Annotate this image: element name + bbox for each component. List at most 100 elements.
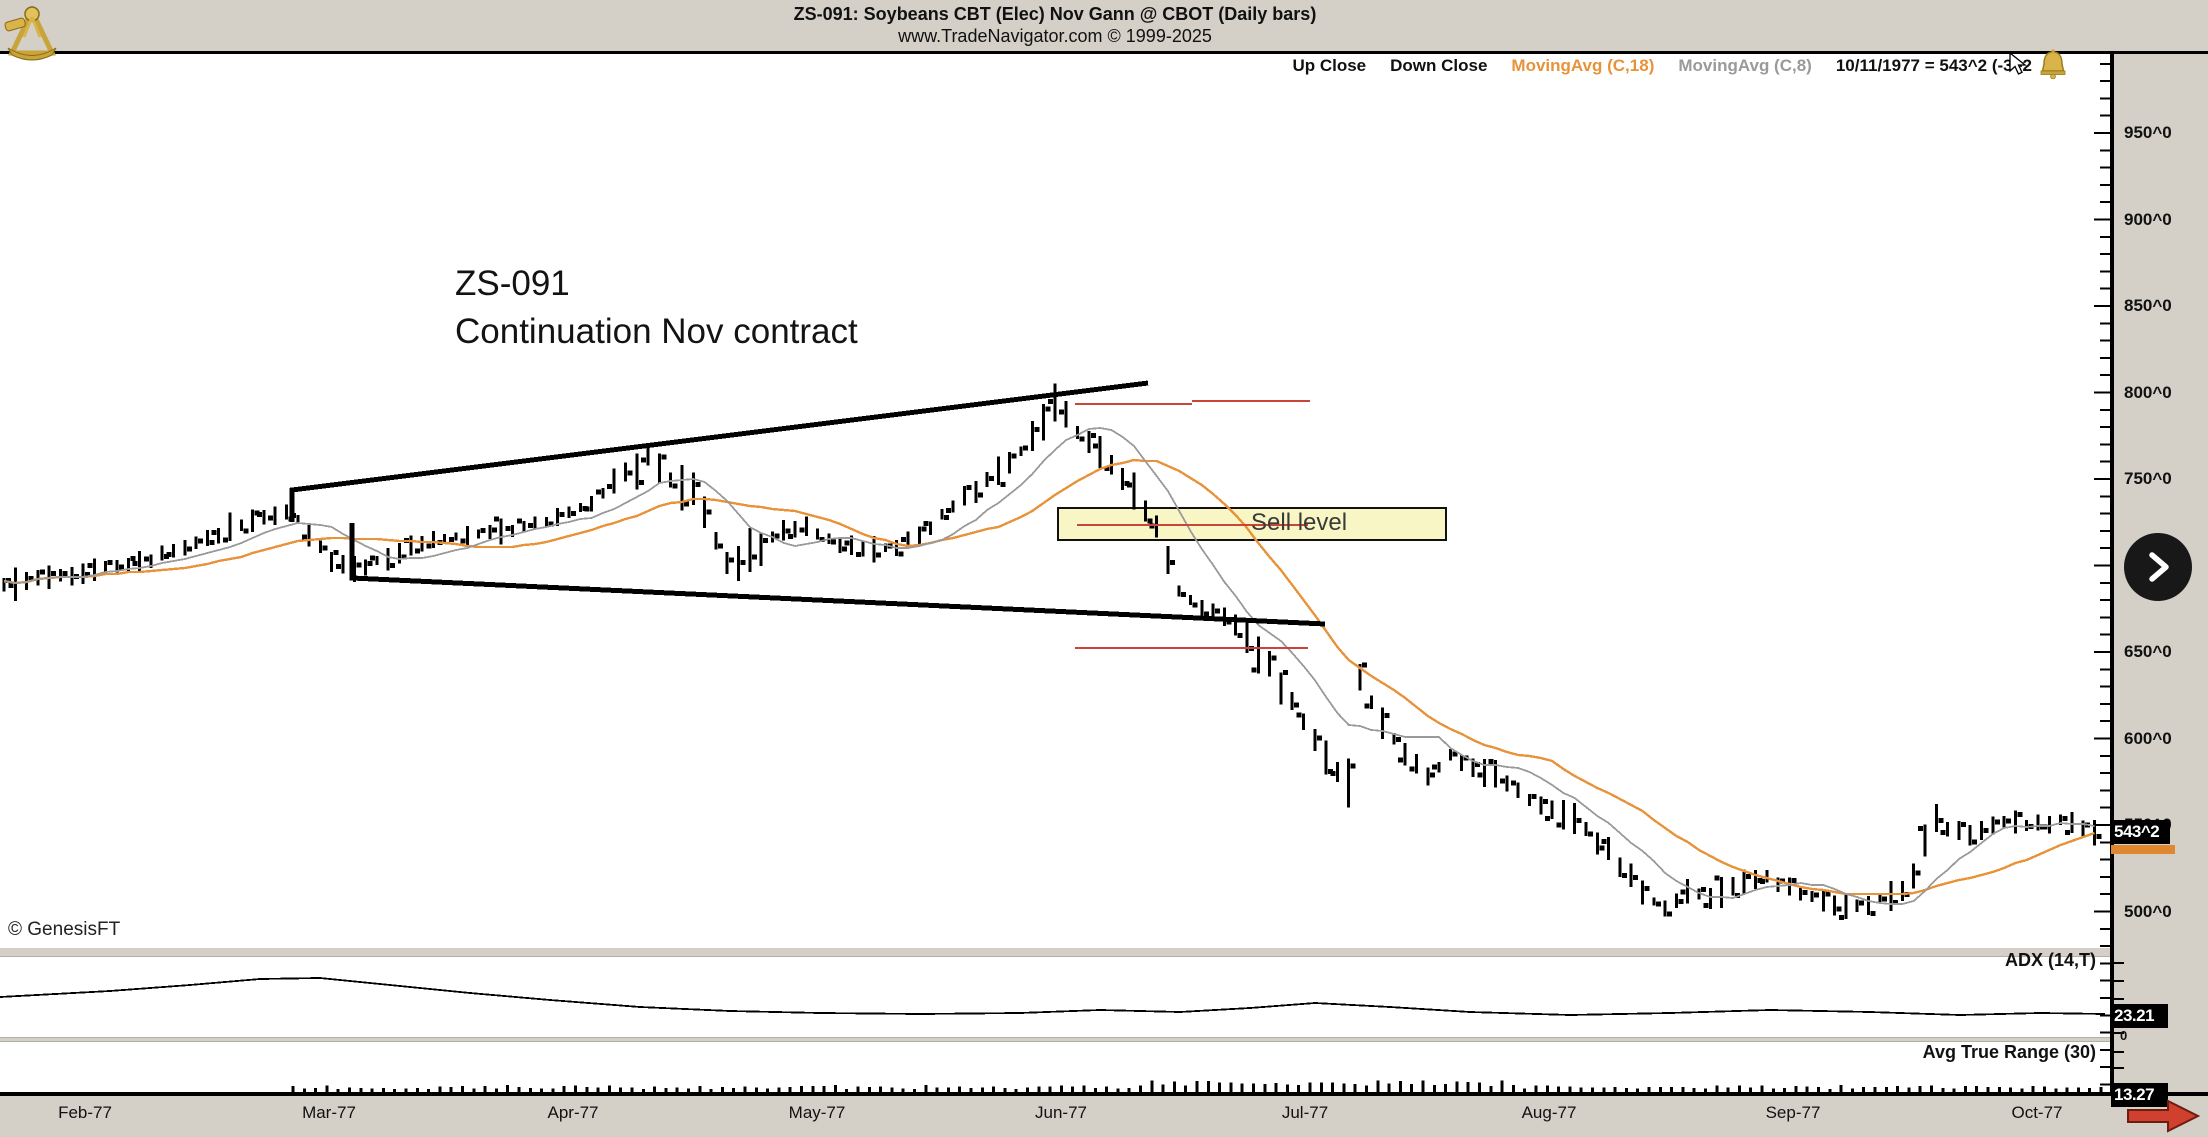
trendline[interactable] [289,380,1149,522]
date-axis-label: Aug-77 [1521,1103,1577,1122]
symbol-note-line1: ZS-091 [455,264,570,303]
atr-mark [1387,1083,1391,1092]
atr-mark [766,1088,770,1092]
price-bar-close-tick [1893,899,1899,905]
atr-mark [1093,1087,1097,1092]
price-bar-close-tick [119,564,124,570]
atr-mark [528,1087,532,1092]
price-bar-close-tick [1362,662,1367,668]
price-bar-close-tick [1127,482,1132,488]
price-bar-close-tick [1104,466,1110,472]
atr-mark [1862,1087,1866,1092]
trendline[interactable] [349,523,1326,627]
price-bar-close-tick [1384,713,1390,719]
price-bar-close-tick [695,482,701,488]
price-bar-close-tick [1282,670,1288,676]
price-axis-label: 750^0 [2124,469,2172,488]
atr-mark [1274,1083,1278,1092]
date-axis-label: Jun-77 [1035,1103,1087,1122]
price-bar-close-tick [85,572,91,578]
price-bar-close-tick [1599,845,1605,851]
chart-title: ZS-091: Soybeans CBT (Elec) Nov Gann @ C… [793,4,1317,24]
atr-mark [1579,1087,1583,1092]
price-bar-close-tick [1576,817,1582,823]
price-bar-close-tick [1838,914,1844,920]
atr-mark [1003,1087,1007,1092]
atr-mark [1511,1085,1515,1092]
price-bar-close-tick [1203,611,1209,617]
price-bar-close-tick [1215,608,1221,614]
atr-mark [1444,1084,1448,1092]
atr-mark [596,1087,600,1092]
atr-mark [1975,1085,1979,1092]
price-bar-close-tick [584,506,590,512]
price-bar-close-tick [740,560,746,566]
atr-mark [359,1087,363,1092]
price-bar-close-tick [132,560,138,566]
scroll-right-button[interactable] [2124,533,2192,601]
copyright-watermark: © GenesisFT [8,919,121,940]
price-bar-close-tick [494,516,500,522]
atr-mark [494,1088,498,1092]
symbol-note-annotation[interactable]: ZS-091 Continuation Nov contract [455,260,858,356]
price-bar-close-tick [336,563,341,569]
atr-mark [641,1088,645,1092]
price-bar-close-tick [2017,811,2023,817]
price-bar-close-tick [1701,887,1706,893]
price-bar-close-tick [1011,453,1017,459]
scroll-right-arrow-button[interactable] [2126,1098,2202,1134]
price-bar-close-tick [516,518,522,524]
price-bar-close-tick [243,528,249,534]
atr-mark [980,1087,984,1092]
atr-mark [1218,1082,1222,1092]
atr-mark [1071,1086,1075,1092]
alert-bell-icon[interactable] [2036,49,2070,79]
price-bar-close-tick [977,492,983,498]
date-axis-label: Jul-77 [1281,1103,1329,1122]
atr-mark [1997,1086,2001,1092]
price-bar-close-tick [989,476,995,482]
price-panel[interactable] [0,53,2110,948]
date-axis-label: Mar-77 [302,1103,356,1122]
price-bar-close-tick [322,545,328,551]
atr-mark [653,1086,657,1092]
atr-panel[interactable] [0,1041,2110,1093]
price-bar-close-tick [1192,602,1198,608]
symbol-note-line2: Continuation Nov contract [455,312,858,351]
atr-mark [472,1088,476,1092]
atr-mark [1591,1087,1594,1092]
atr-mark [1805,1086,1809,1092]
atr-mark [833,1085,837,1092]
price-bar-close-tick [1714,875,1720,881]
price-bar-close-tick [143,556,149,562]
atr-mark [1421,1080,1425,1092]
atr-mark [1500,1080,1504,1092]
price-bar-close-tick [87,562,93,568]
atr-mark [540,1088,544,1092]
price-bar-close-tick [1881,896,1887,902]
adx-panel[interactable] [0,956,2110,1038]
price-bar-close-tick [898,551,904,557]
atr-mark [1986,1087,1990,1092]
price-bar-close-tick [211,530,217,536]
atr-mark [1398,1080,1402,1092]
atr-mark [574,1085,577,1092]
sell-level-label: Sell level [1251,509,1348,536]
price-bar-close-tick [1488,758,1494,764]
price-axis-line [2110,51,2114,1096]
price-bar-close-tick [1034,427,1040,433]
atr-mark [845,1088,849,1092]
atr-mark [506,1085,510,1092]
price-bar-close-tick [751,554,757,560]
price-bar-close-tick [2064,830,2070,836]
atr-mark [1059,1085,1063,1092]
price-bar-close-tick [1759,879,1765,885]
atr-mark [1376,1080,1380,1092]
price-bar-close-tick [819,537,825,543]
price-bar-close-tick [672,483,678,489]
price-axis-label: 600^0 [2124,729,2172,748]
atr-mark [1184,1085,1188,1092]
price-bar-close-tick [1960,822,1966,828]
price-bar-close-tick [1983,828,1989,834]
